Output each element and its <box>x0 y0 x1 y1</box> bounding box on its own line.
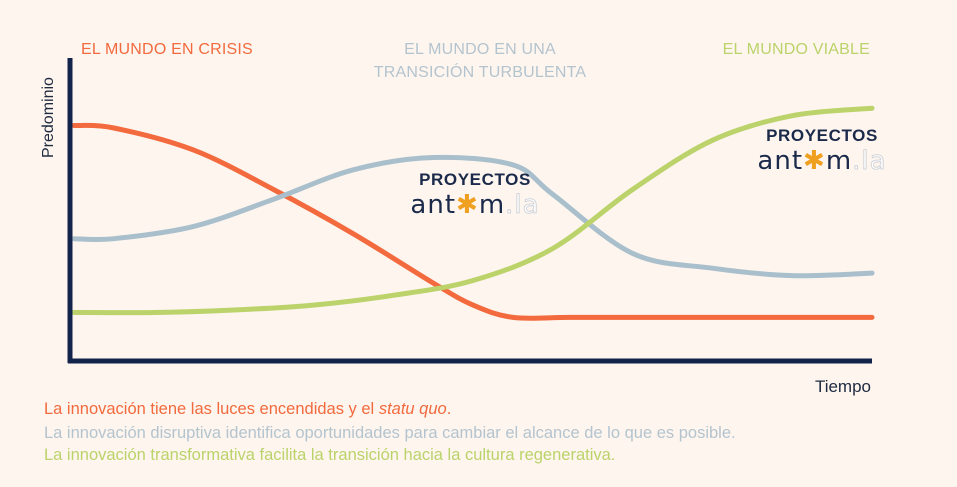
caption-status-quo-prefix: La innovación tiene las luces encendidas… <box>44 400 379 418</box>
logo-main: ant <box>757 146 804 176</box>
logo-tail: m <box>478 190 506 220</box>
series-line-status-quo <box>71 122 875 321</box>
caption-status-quo-suffix: . <box>446 400 452 418</box>
caption-transformative: La innovación transformativa facilita la… <box>44 446 616 464</box>
brand-word: PROYECTOS <box>419 170 531 189</box>
antom-logo: ant✱m.la <box>752 146 892 176</box>
caption-status-quo: La innovación tiene las luces encendidas… <box>44 400 451 419</box>
brand-annotation-right: PROYECTOS ant✱m.la <box>752 126 892 174</box>
logo-tail: m <box>825 146 853 176</box>
star-icon: ✱ <box>456 190 479 220</box>
caption-disruptive: La innovación disruptiva identifica opor… <box>44 424 736 442</box>
caption-status-quo-emphasis: statu quo <box>378 400 447 418</box>
logo-suffix: .la <box>852 146 887 176</box>
logo-main: ant <box>410 190 457 220</box>
phase-label-transition-line1: EL MUNDO EN UNA <box>404 41 556 58</box>
y-axis-label: Predominio <box>40 77 57 158</box>
brand-annotation-center: PROYECTOS ant✱m.la <box>405 170 545 218</box>
phase-label-viable: EL MUNDO VIABLE <box>723 41 870 58</box>
star-icon: ✱ <box>803 146 826 176</box>
antom-logo: ant✱m.la <box>405 190 545 220</box>
series-line-disruptive <box>71 154 875 279</box>
brand-word: PROYECTOS <box>766 126 878 145</box>
phase-label-crisis: EL MUNDO EN CRISIS <box>81 41 253 58</box>
x-axis-label: Tiempo <box>814 377 871 396</box>
series-line-transformative <box>71 105 875 316</box>
phase-label-transition-line2: TRANSICIÓN TURBULENTA <box>374 62 587 81</box>
logo-suffix: .la <box>505 190 540 220</box>
